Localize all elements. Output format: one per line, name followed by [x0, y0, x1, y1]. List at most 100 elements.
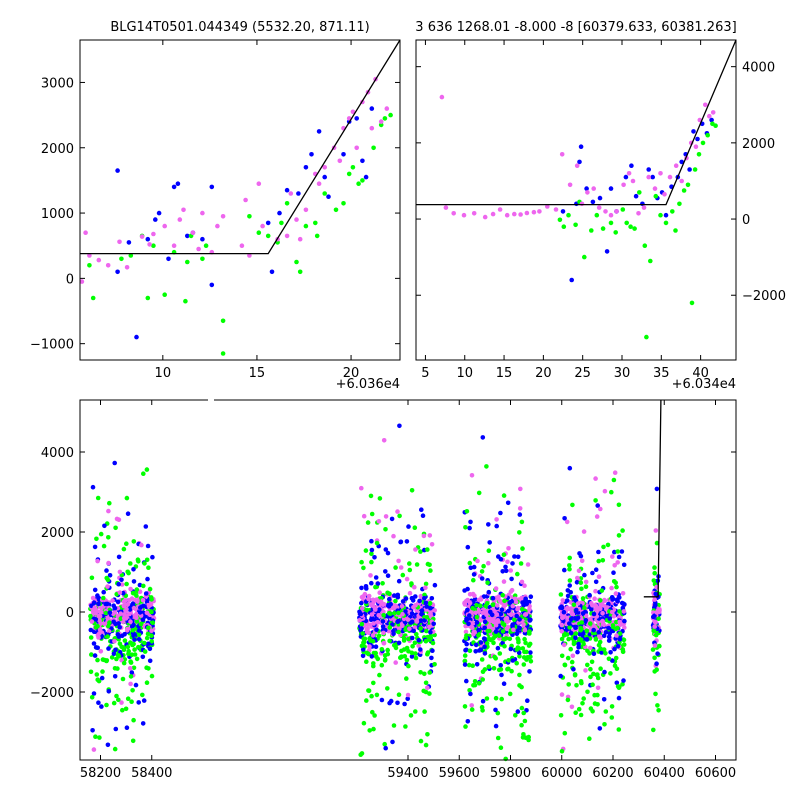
data-point [583, 668, 588, 673]
data-point [588, 706, 594, 711]
data-point [469, 473, 475, 478]
data-point [131, 579, 137, 584]
data-point [303, 207, 309, 213]
data-point [396, 578, 402, 584]
data-point [378, 119, 384, 124]
data-point [385, 647, 391, 653]
data-point [126, 651, 131, 657]
data-point [473, 649, 479, 654]
data-point [95, 657, 100, 663]
data-point [608, 650, 613, 655]
data-point [658, 212, 663, 218]
x-tick-label: 10 [155, 366, 172, 381]
top-left-axes-frame [79, 39, 401, 361]
data-point [519, 519, 525, 525]
data-point [395, 619, 401, 624]
data-point [522, 627, 528, 633]
data-point [614, 584, 619, 590]
data-point [628, 224, 633, 229]
data-point [288, 191, 294, 196]
data-point [118, 616, 124, 621]
data-point [498, 745, 504, 750]
data-point [559, 748, 565, 754]
data-point [658, 171, 663, 176]
data-point [525, 698, 530, 703]
data-point [399, 604, 405, 609]
data-point [500, 592, 506, 598]
data-point [89, 619, 95, 624]
data-point [485, 616, 491, 621]
data-point [131, 665, 137, 671]
data-point [149, 628, 154, 633]
data-point [482, 625, 488, 631]
data-point [478, 618, 483, 623]
data-point [597, 606, 603, 612]
data-point [521, 710, 526, 716]
data-point [413, 709, 418, 714]
data-point [564, 632, 570, 637]
data-point [130, 628, 136, 633]
data-point [177, 217, 183, 222]
x-tick-label: 20 [343, 366, 360, 381]
data-point [614, 680, 620, 686]
data-point [143, 524, 149, 529]
data-point [514, 613, 519, 619]
data-point [595, 702, 600, 707]
data-point [395, 509, 400, 514]
data-point [482, 651, 488, 656]
data-point [370, 709, 375, 715]
data-point [407, 626, 412, 632]
data-point [101, 589, 106, 595]
data-point [144, 557, 150, 563]
data-point [138, 621, 144, 627]
data-point [473, 642, 479, 648]
data-point [406, 649, 411, 654]
data-point [386, 628, 392, 634]
data-point [562, 730, 568, 736]
data-point [369, 538, 374, 544]
data-point [422, 709, 427, 714]
data-point [599, 601, 605, 607]
data-point [594, 212, 600, 218]
data-point [423, 585, 428, 591]
data-point [427, 670, 433, 675]
data-point [567, 566, 572, 572]
data-point [96, 700, 101, 705]
data-point [500, 629, 506, 634]
data-point [468, 519, 473, 525]
data-point [509, 668, 514, 674]
data-point [429, 655, 434, 661]
data-point [482, 214, 488, 220]
data-point [615, 560, 620, 565]
data-point [381, 612, 387, 618]
data-point [124, 541, 129, 546]
data-point [561, 609, 567, 615]
data-point [598, 506, 603, 512]
y-tick-label: −2000 [742, 289, 786, 304]
data-point [653, 691, 658, 697]
data-point [596, 574, 602, 579]
data-point [392, 643, 397, 648]
data-point [144, 680, 150, 685]
data-point [574, 607, 579, 613]
data-point [654, 667, 659, 672]
data-point [418, 593, 424, 599]
data-point [691, 129, 696, 134]
data-point [369, 551, 374, 557]
data-point [558, 592, 564, 597]
data-point [582, 254, 587, 260]
data-point [423, 638, 429, 644]
data-point [622, 618, 627, 624]
data-point [597, 639, 603, 645]
data-point [406, 636, 412, 642]
data-point [467, 600, 473, 606]
data-point [613, 626, 618, 632]
data-point [667, 174, 673, 180]
data-point [443, 205, 449, 210]
data-point [517, 654, 522, 659]
data-point [106, 535, 111, 540]
data-point [689, 300, 695, 306]
data-point [474, 620, 480, 625]
data-point [620, 682, 625, 687]
data-point [593, 579, 599, 585]
